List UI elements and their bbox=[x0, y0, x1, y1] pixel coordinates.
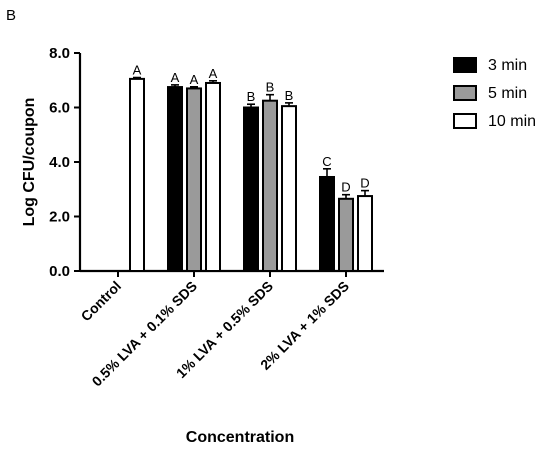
legend-swatch bbox=[453, 57, 477, 73]
y-tick-label: 2.0 bbox=[49, 209, 70, 226]
x-tick-label: Control bbox=[78, 278, 125, 325]
x-axis-title: Concentration bbox=[186, 429, 294, 446]
legend-label: 10 min bbox=[488, 113, 536, 130]
bar bbox=[243, 106, 259, 272]
significance-label: C bbox=[322, 154, 331, 169]
significance-label: D bbox=[360, 176, 369, 191]
bar bbox=[205, 81, 221, 272]
bar bbox=[357, 195, 373, 272]
bar bbox=[167, 86, 183, 272]
y-tick-label: 8.0 bbox=[49, 45, 70, 62]
significance-label: B bbox=[247, 89, 256, 104]
significance-label: A bbox=[171, 70, 180, 85]
significance-label: A bbox=[133, 63, 142, 78]
significance-label: A bbox=[209, 66, 218, 81]
legend-label: 5 min bbox=[488, 85, 527, 102]
significance-label: A bbox=[190, 72, 199, 87]
y-tick-label: 4.0 bbox=[49, 154, 70, 171]
panel-label: B bbox=[6, 7, 16, 24]
bar bbox=[281, 105, 297, 272]
bar bbox=[129, 77, 145, 272]
bar bbox=[319, 175, 335, 272]
legend-swatch bbox=[453, 113, 477, 129]
legend-label: 3 min bbox=[488, 57, 527, 74]
y-tick-label: 6.0 bbox=[49, 100, 70, 117]
significance-label: B bbox=[285, 88, 294, 103]
significance-label: B bbox=[266, 80, 275, 95]
significance-label: D bbox=[341, 180, 350, 195]
bar bbox=[186, 87, 202, 272]
legend-swatch bbox=[453, 85, 477, 101]
bar bbox=[262, 99, 278, 272]
y-axis-title: Log CFU/coupon bbox=[21, 98, 38, 227]
legend: 3 min 5 min 10 min bbox=[453, 57, 536, 130]
bar bbox=[338, 197, 354, 273]
y-tick-label: 0.0 bbox=[49, 263, 70, 280]
y-axis: 0.0 2.0 4.0 6.0 8.0 bbox=[49, 45, 82, 280]
